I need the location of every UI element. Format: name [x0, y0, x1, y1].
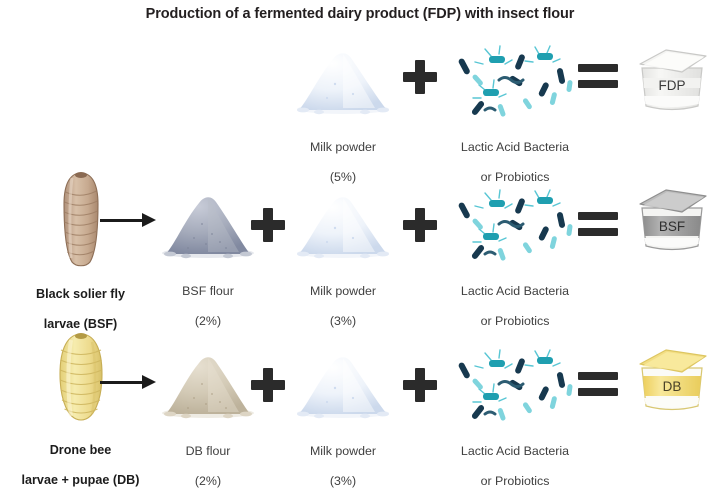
arrow-icon	[100, 340, 158, 426]
ingredient-milk-powder: Milk powder (3%)	[283, 338, 403, 489]
equals-operator-icon	[578, 34, 618, 120]
source-label: Black solier fly larvae (BSF)	[8, 272, 153, 332]
bacteria-name-line1: Lactic Acid Bacteria	[460, 444, 570, 458]
row-db: Drone bee larvae + pupae (DB)	[0, 330, 720, 488]
yogurt-cup-icon: FDP	[632, 34, 712, 120]
bacteria-name-line2: or Probiotics	[480, 314, 550, 328]
bacteria-icon	[440, 34, 590, 120]
source-name-line1: Black solier fly	[36, 287, 125, 301]
powder-pile-icon	[152, 338, 264, 424]
row-fdp: Milk powder (5%)	[0, 34, 720, 184]
larva-icon	[8, 170, 153, 270]
row-bsf: Black solier fly larvae (BSF)	[0, 170, 720, 331]
source-name-line2: larvae (BSF)	[43, 317, 118, 331]
page-title: Production of a fermented dairy product …	[145, 6, 575, 22]
ingredient-name: Milk powder	[309, 284, 377, 298]
ingredient-label: Milk powder (3%)	[283, 429, 403, 489]
yogurt-cup-icon: DB	[632, 334, 712, 420]
source-name-line2: larvae + pupae (DB)	[21, 473, 140, 487]
powder-pile-icon	[152, 178, 264, 264]
ingredient-label: Lactic Acid Bacteria or Probiotics	[440, 269, 590, 329]
ingredient-milk-powder: Milk powder (5%)	[283, 34, 403, 185]
ingredient-label: Lactic Acid Bacteria or Probiotics	[440, 125, 590, 185]
bacteria-icon	[440, 338, 590, 424]
ingredient-amount: (2%)	[194, 314, 222, 328]
ingredient-lactic-acid-bacteria: Lactic Acid Bacteria or Probiotics	[440, 34, 590, 185]
ingredient-label: BSF flour (2%)	[152, 269, 264, 329]
plus-operator-icon	[248, 342, 288, 428]
bacteria-icon	[440, 178, 590, 264]
product-bsf: BSF	[632, 174, 712, 260]
yogurt-cup-icon: BSF	[632, 174, 712, 260]
ingredient-milk-powder: Milk powder (3%)	[283, 178, 403, 329]
plus-operator-icon	[400, 342, 440, 428]
plus-operator-icon	[248, 182, 288, 268]
ingredient-bsf-flour: BSF flour (2%)	[152, 178, 264, 329]
source-black-soldier-fly-larvae: Black solier fly larvae (BSF)	[8, 170, 153, 332]
powder-pile-icon	[283, 178, 403, 264]
ingredient-name: Milk powder	[309, 140, 377, 154]
ingredient-amount: (2%)	[194, 474, 222, 488]
ingredient-name: BSF flour	[182, 284, 234, 298]
ingredient-label: Milk powder (3%)	[283, 269, 403, 329]
bacteria-name-line2: or Probiotics	[480, 170, 550, 184]
ingredient-amount: (5%)	[329, 170, 357, 184]
ingredient-label: Milk powder (5%)	[283, 125, 403, 185]
ingredient-name: DB flour	[185, 444, 231, 458]
equals-operator-icon	[578, 182, 618, 268]
bacteria-name-line2: or Probiotics	[480, 474, 550, 488]
source-label: Drone bee larvae + pupae (DB)	[8, 428, 153, 488]
bacteria-name-line1: Lactic Acid Bacteria	[460, 140, 570, 154]
product-fdp: FDP	[632, 34, 712, 120]
equals-operator-icon	[578, 342, 618, 428]
powder-pile-icon	[283, 338, 403, 424]
ingredient-label: DB flour (2%)	[152, 429, 264, 489]
ingredient-lactic-acid-bacteria: Lactic Acid Bacteria or Probiotics	[440, 338, 590, 489]
bacteria-name-line1: Lactic Acid Bacteria	[460, 284, 570, 298]
ingredient-amount: (3%)	[329, 474, 357, 488]
ingredient-label: Lactic Acid Bacteria or Probiotics	[440, 429, 590, 489]
pupa-icon	[8, 330, 153, 426]
ingredient-lactic-acid-bacteria: Lactic Acid Bacteria or Probiotics	[440, 178, 590, 329]
ingredient-amount: (3%)	[329, 314, 357, 328]
arrow-icon	[100, 178, 158, 264]
ingredient-name: Milk powder	[309, 444, 377, 458]
powder-pile-icon	[283, 34, 403, 120]
source-name-line1: Drone bee	[49, 443, 112, 457]
plus-operator-icon	[400, 34, 440, 120]
product-db: DB	[632, 334, 712, 420]
plus-operator-icon	[400, 182, 440, 268]
